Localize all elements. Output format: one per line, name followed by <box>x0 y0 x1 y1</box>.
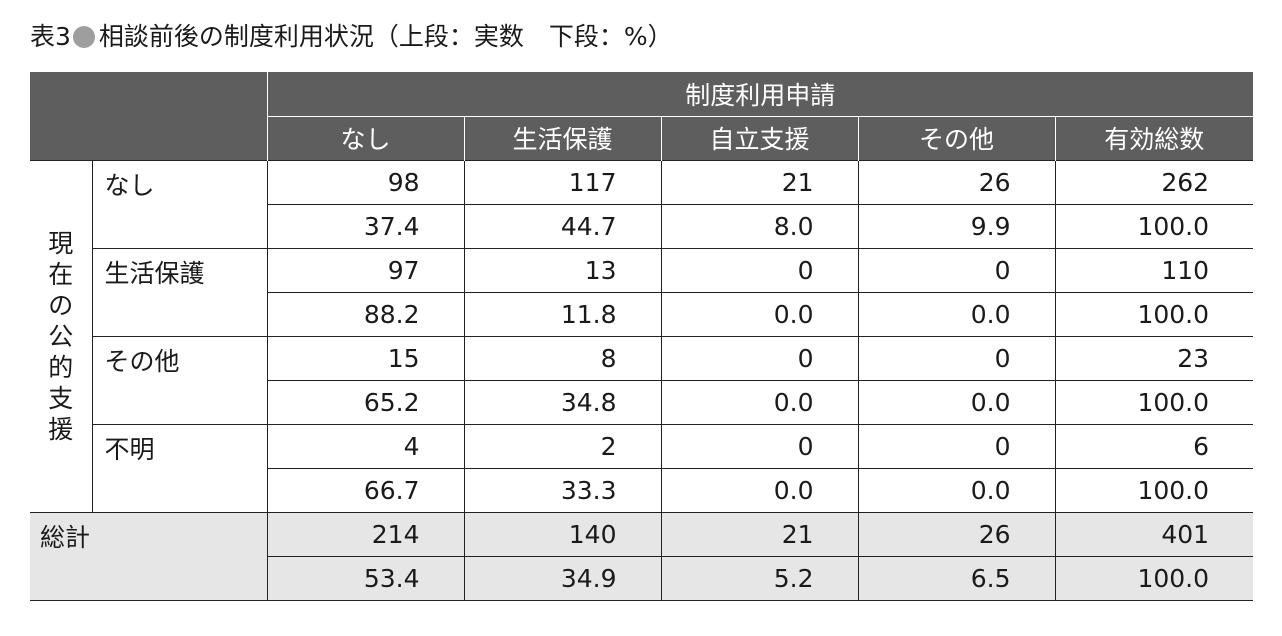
count-cell: 110 <box>1054 247 1254 292</box>
percent-cell: 88.2 <box>266 291 464 336</box>
count-cell: 6 <box>1054 423 1254 468</box>
percent-cell: 8.0 <box>660 203 858 248</box>
count-cell: 2 <box>463 423 661 468</box>
percent-cell: 100.0 <box>1054 379 1254 424</box>
table-row: 不明 4 2 0 0 6 <box>30 423 1254 512</box>
total-percent-cell: 6.5 <box>857 555 1055 601</box>
table-number: 表3 <box>30 22 71 51</box>
percent-cell: 11.8 <box>463 291 661 336</box>
total-percent-cell: 5.2 <box>660 555 858 601</box>
total-percent-cell: 100.0 <box>1054 555 1254 601</box>
header-group-label: 制度利用申請 <box>266 72 1254 117</box>
percent-cell: 65.2 <box>266 379 464 424</box>
row-label: 生活保護 <box>91 247 267 336</box>
column-header: その他 <box>857 116 1055 160</box>
count-cell: 98 <box>266 159 464 204</box>
percent-cell: 0.0 <box>660 467 858 512</box>
percent-cell: 0.0 <box>857 379 1055 424</box>
total-count-cell: 140 <box>463 511 661 556</box>
count-cell: 23 <box>1054 335 1254 380</box>
column-header: 有効総数 <box>1054 116 1254 160</box>
total-percent-cell: 34.9 <box>463 555 661 601</box>
row-label: 不明 <box>91 423 267 512</box>
percent-cell: 66.7 <box>266 467 464 512</box>
percent-cell: 0.0 <box>660 379 858 424</box>
count-cell: 262 <box>1054 159 1254 204</box>
total-percent-cell: 53.4 <box>266 555 464 601</box>
column-header: 生活保護 <box>463 116 661 160</box>
percent-cell: 0.0 <box>857 291 1055 336</box>
total-count-cell: 26 <box>857 511 1055 556</box>
count-cell: 0 <box>660 335 858 380</box>
total-count-cell: 21 <box>660 511 858 556</box>
row-label: その他 <box>91 335 267 424</box>
percent-cell: 33.3 <box>463 467 661 512</box>
count-cell: 0 <box>660 247 858 292</box>
count-cell: 0 <box>660 423 858 468</box>
side-label-text: 現在の公的支援 <box>48 228 74 444</box>
table-row-percent: 66.7 33.3 0.0 0.0 100.0 <box>30 467 1254 512</box>
header-row-group: 制度利用申請 <box>30 72 1254 160</box>
percent-cell: 37.4 <box>266 203 464 248</box>
table-row-percent: 37.4 44.7 8.0 9.9 100.0 <box>30 203 1254 248</box>
column-header: なし <box>266 116 464 160</box>
count-cell: 97 <box>266 247 464 292</box>
percent-cell: 100.0 <box>1054 291 1254 336</box>
table-row: 現在の公的支援 なし 98 117 21 26 262 <box>30 159 1254 512</box>
total-count-cell: 214 <box>266 511 464 556</box>
count-cell: 117 <box>463 159 661 204</box>
status-table: 制度利用申請 なし 生活保護 自立支援 その他 有効総数 現在の公的支援 なし 98… <box>30 72 1254 601</box>
percent-cell: 100.0 <box>1054 467 1254 512</box>
row-label: なし <box>91 159 267 248</box>
count-cell: 21 <box>660 159 858 204</box>
count-cell: 8 <box>463 335 661 380</box>
percent-cell: 0.0 <box>857 467 1055 512</box>
percent-cell: 34.8 <box>463 379 661 424</box>
percent-cell: 0.0 <box>660 291 858 336</box>
count-cell: 13 <box>463 247 661 292</box>
percent-cell: 44.7 <box>463 203 661 248</box>
count-cell: 26 <box>857 159 1055 204</box>
table-caption: 相談前後の制度利用状況（上段：実数 下段：%） <box>98 22 673 51</box>
count-cell: 15 <box>266 335 464 380</box>
table-title: 表3 相談前後の制度利用状況（上段：実数 下段：%） <box>30 20 673 54</box>
table-row-percent: 88.2 11.8 0.0 0.0 100.0 <box>30 291 1254 336</box>
count-cell: 0 <box>857 247 1055 292</box>
header-corner <box>30 72 267 160</box>
total-row: 総計 214 140 21 26 401 <box>30 511 1254 601</box>
total-count-cell: 401 <box>1054 511 1254 556</box>
count-cell: 4 <box>266 423 464 468</box>
count-cell: 0 <box>857 423 1055 468</box>
total-label: 総計 <box>30 511 267 601</box>
header-row-columns: なし 生活保護 自立支援 その他 有効総数 <box>30 116 1254 160</box>
table-row: その他 15 8 0 0 23 <box>30 335 1254 424</box>
table-row: 生活保護 97 13 0 0 110 <box>30 247 1254 336</box>
percent-cell: 9.9 <box>857 203 1055 248</box>
count-cell: 0 <box>857 335 1055 380</box>
circle-bullet-icon <box>72 26 95 48</box>
column-header: 自立支援 <box>660 116 858 160</box>
side-label: 現在の公的支援 <box>30 159 92 512</box>
table-row-percent: 65.2 34.8 0.0 0.0 100.0 <box>30 379 1254 424</box>
total-row-percent: 53.4 34.9 5.2 6.5 100.0 <box>30 555 1254 601</box>
percent-cell: 100.0 <box>1054 203 1254 248</box>
